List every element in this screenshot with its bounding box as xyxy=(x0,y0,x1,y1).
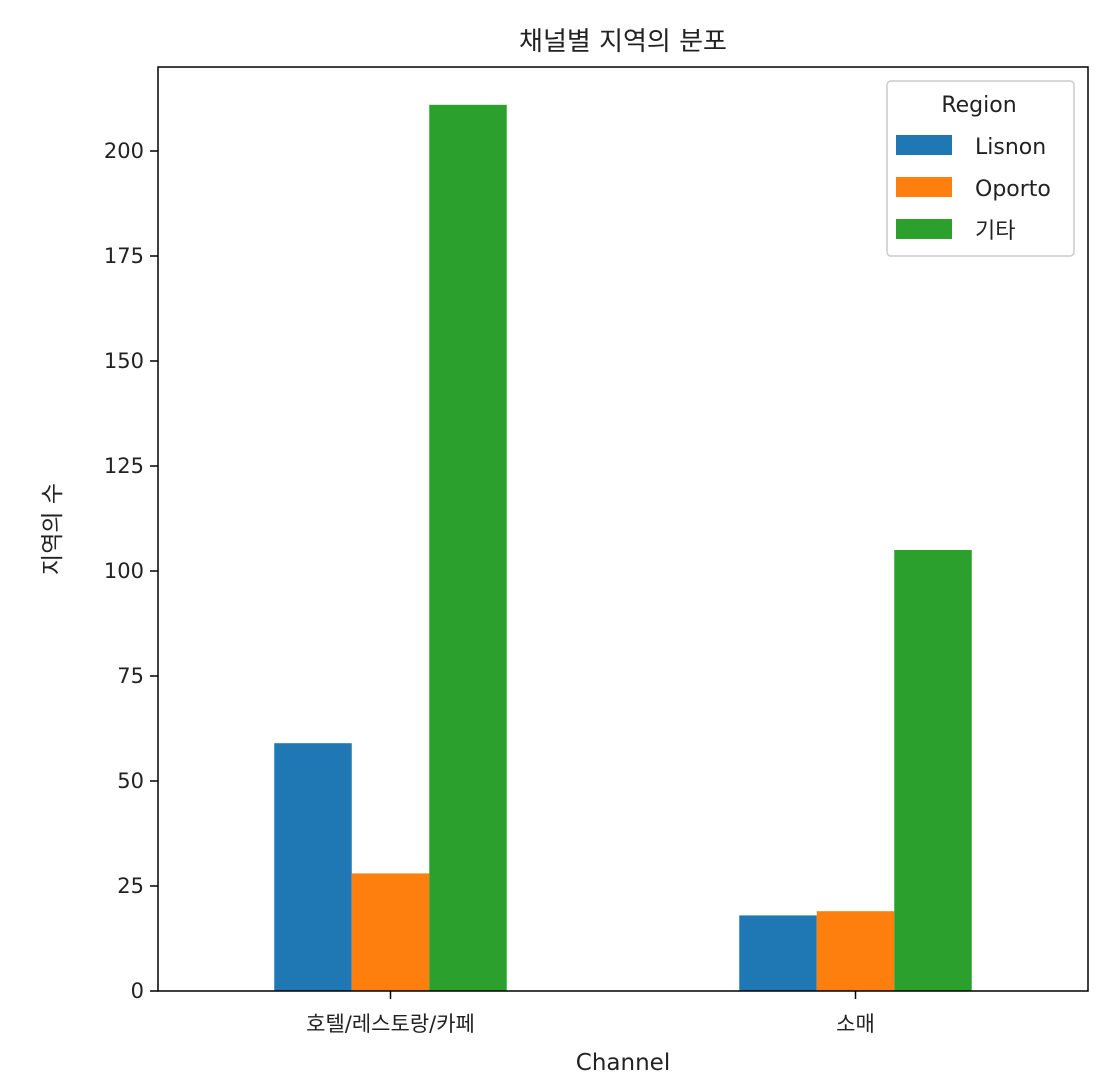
y-tick-label: 75 xyxy=(117,664,144,688)
bar-Lisnon-소매 xyxy=(739,915,817,991)
bar-Oporto-호텔/레스토랑/카페 xyxy=(351,873,430,991)
x-axis-title: Channel xyxy=(576,1050,670,1076)
bar-기타-호텔/레스토랑/카페 xyxy=(429,104,507,992)
y-tick-label: 25 xyxy=(117,874,144,898)
bar-Oporto-소매 xyxy=(816,911,895,991)
legend-label: Oporto xyxy=(975,177,1051,202)
y-tick-label: 0 xyxy=(131,979,144,1003)
y-tick-label: 175 xyxy=(104,244,144,268)
legend-swatch xyxy=(896,219,952,239)
y-tick-label: 50 xyxy=(117,769,144,793)
legend-items: Lisnon Oporto 기타 xyxy=(896,135,1051,244)
y-tick-label: 100 xyxy=(104,559,144,583)
y-axis: 0 25 50 75 100 125 150 175 200 xyxy=(104,139,158,1003)
legend-title: Region xyxy=(941,93,1016,118)
legend-swatch xyxy=(896,177,952,197)
legend-label: 기타 xyxy=(975,219,1015,244)
x-tick-label: 호텔/레스토랑/카페 xyxy=(306,1012,475,1036)
y-tick-label: 125 xyxy=(104,454,144,478)
legend-box xyxy=(886,80,1075,257)
y-tick-label: 200 xyxy=(104,139,144,163)
plot-frame xyxy=(157,66,1089,992)
bar-Lisnon-호텔/레스토랑/카페 xyxy=(274,743,352,991)
x-axis: 호텔/레스토랑/카페 소매 xyxy=(306,991,875,1036)
x-tick-label: 소매 xyxy=(836,1012,875,1036)
legend: Region Lisnon Oporto 기타 xyxy=(886,80,1075,257)
legend-label: Lisnon xyxy=(975,135,1046,160)
y-axis-title: 지역의 수 xyxy=(40,483,66,575)
y-tick-label: 150 xyxy=(104,349,144,373)
bars xyxy=(274,104,972,992)
legend-swatch xyxy=(896,135,952,155)
bar-기타-소매 xyxy=(894,550,972,991)
chart-title: 채널별 지역의 분포 xyxy=(519,27,727,57)
